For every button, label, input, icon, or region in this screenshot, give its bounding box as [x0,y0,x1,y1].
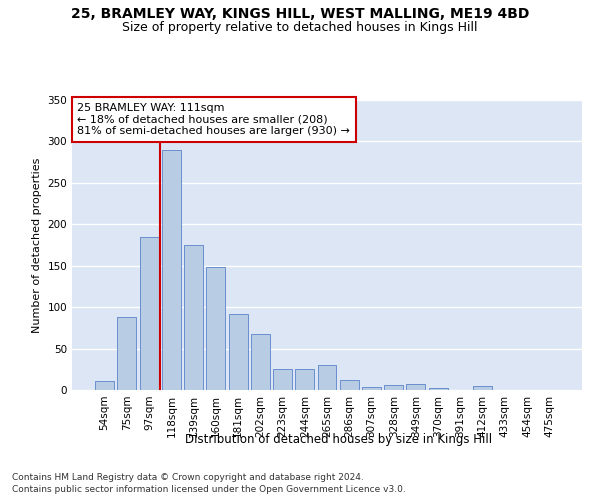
Bar [140,236,158,390]
Text: Distribution of detached houses by size in Kings Hill: Distribution of detached houses by size … [185,432,493,446]
Text: Size of property relative to detached houses in Kings Hill: Size of property relative to detached ho… [122,21,478,34]
Text: 25, BRAMLEY WAY, KINGS HILL, WEST MALLING, ME19 4BD: 25, BRAMLEY WAY, KINGS HILL, WEST MALLIN… [71,8,529,22]
Bar [429,388,448,390]
Bar [118,317,136,390]
Bar [384,385,403,390]
Bar [95,381,114,390]
Bar [295,370,314,390]
Bar [206,268,225,390]
Bar [162,150,181,390]
Bar [340,380,359,390]
Text: Contains public sector information licensed under the Open Government Licence v3: Contains public sector information licen… [12,485,406,494]
Bar [229,314,248,390]
Bar [184,245,203,390]
Bar [473,386,492,390]
Bar [406,384,425,390]
Bar [273,370,292,390]
Bar [362,386,381,390]
Text: 25 BRAMLEY WAY: 111sqm
← 18% of detached houses are smaller (208)
81% of semi-de: 25 BRAMLEY WAY: 111sqm ← 18% of detached… [77,103,350,136]
Bar [251,334,270,390]
Y-axis label: Number of detached properties: Number of detached properties [32,158,42,332]
Text: Contains HM Land Registry data © Crown copyright and database right 2024.: Contains HM Land Registry data © Crown c… [12,472,364,482]
Bar [317,365,337,390]
